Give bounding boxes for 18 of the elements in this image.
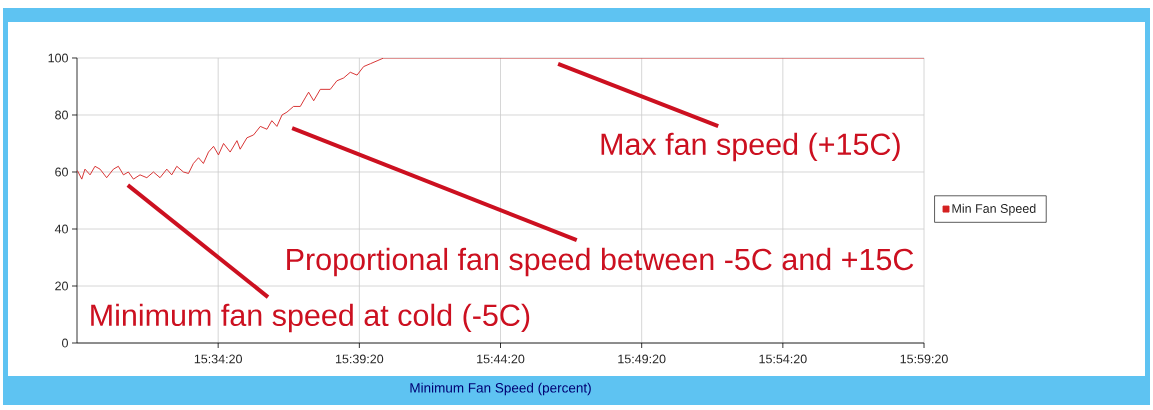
x-tick-label: 15:34:20 [194,354,243,364]
y-tick-label: 0 [62,338,68,348]
x-tick-label: 15:49:20 [618,354,666,364]
annotation: Minimum fan speed at cold (-5C) [91,303,530,333]
y-tick-label: 20 [55,281,68,291]
annotation: Max fan speed (+15C) [601,132,900,162]
y-tick-label: 40 [54,224,68,234]
legend-label: Min Fan Speed [952,203,1036,216]
x-axis-title: Minimum Fan Speed (percent) [410,382,591,396]
x-tick-label: 15:44:20 [477,354,525,364]
annotation: Proportional fan speed between -5C and +15C [287,247,914,277]
x-tick-label: 15:59:20 [900,354,948,364]
x-tick-label: 15:54:20 [759,354,807,364]
y-tick-label: 60 [55,167,68,177]
line-series [77,58,925,180]
y-tick-label: 80 [55,110,68,120]
y-tick-label: 100 [48,53,68,63]
x-tick-label: 15:39:20 [335,354,384,364]
